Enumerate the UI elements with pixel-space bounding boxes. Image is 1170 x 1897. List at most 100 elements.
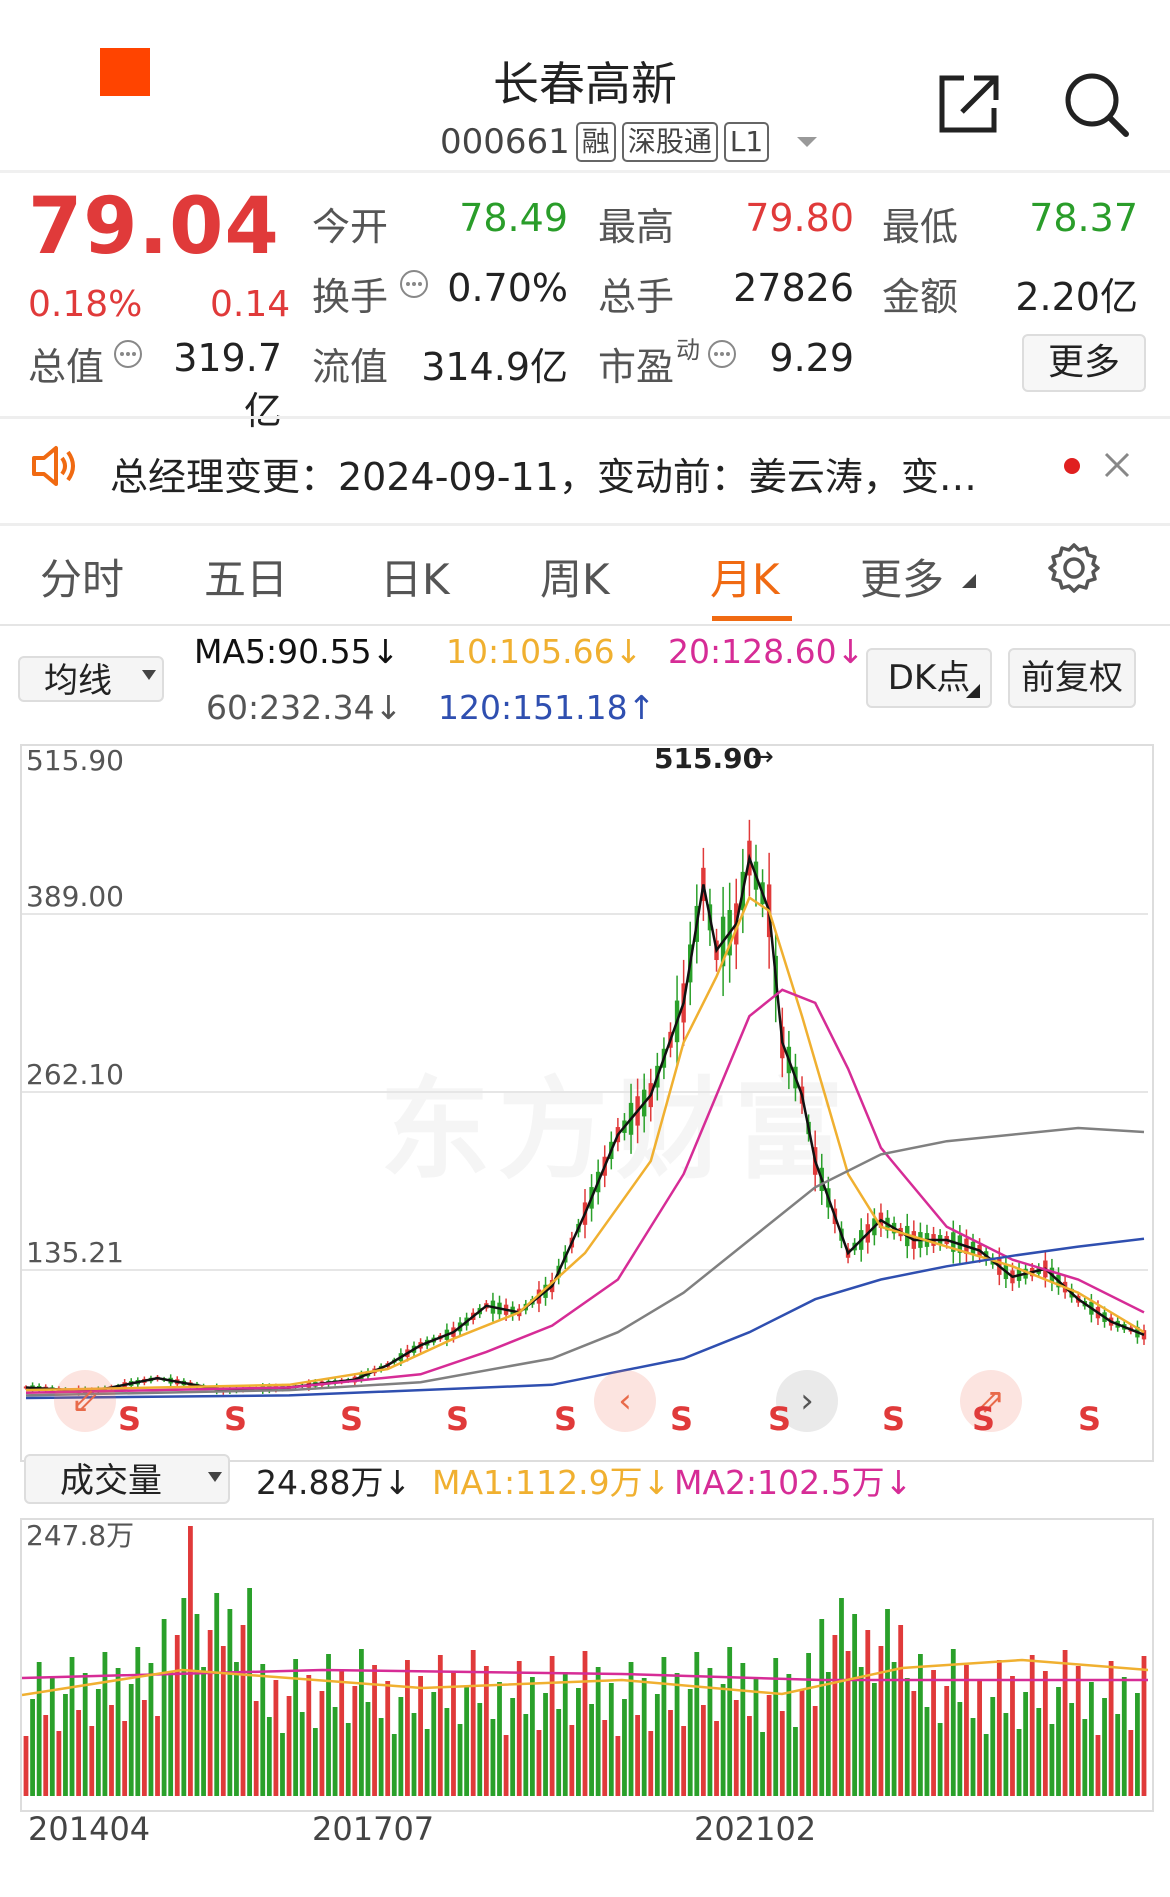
volume-bar [615,1736,621,1796]
volume-bar [799,1690,805,1796]
volume-bar [996,1660,1002,1796]
volume-bar [240,1625,246,1796]
active-tab-indicator [712,616,792,621]
volume-bar [490,1719,496,1796]
share-icon[interactable] [934,68,1006,140]
more-quote-button[interactable]: 更多 [1022,334,1146,392]
volume-bar [365,1702,371,1796]
volume-bar [141,1700,147,1796]
volume-bar [431,1692,437,1796]
volume-bar [418,1676,423,1796]
volume-bar [391,1734,397,1796]
ma-line-60 [25,1126,1145,1397]
ma-line-120 [25,1237,1145,1400]
volume-bar [812,1706,818,1796]
stock-title[interactable]: 长春高新 [493,57,677,111]
volume-bar [411,1713,417,1796]
turnover-value: 0.70% [447,266,568,310]
volume-ma-line [22,1658,1148,1697]
volume-bar [766,1695,772,1796]
unread-dot [1064,458,1080,474]
volume-bar [825,1672,831,1796]
signal-marker: S [554,1400,578,1438]
info-icon[interactable] [706,338,738,370]
volume-bar [977,1681,982,1796]
volume-bar [595,1667,601,1796]
volume-bar [569,1725,575,1796]
close-icon[interactable] [1102,450,1132,480]
volume-bar [589,1704,594,1796]
volume-bar [30,1699,35,1796]
stock-code-row[interactable]: 000661 融 深股通 L1 [440,122,818,162]
volume-bar [352,1686,358,1796]
zoom-in-button[interactable]: ⇗ [960,1370,1022,1432]
kline-chart-frame[interactable] [20,744,1154,1462]
volume-bar [760,1732,765,1796]
signal-marker: S [768,1400,792,1438]
volume-bar [871,1683,877,1796]
volume-bar [266,1717,272,1796]
volume-chart-frame[interactable] [20,1518,1154,1812]
volume-bar [602,1720,608,1796]
margin-tag: 融 [575,122,616,162]
volume-bar [332,1707,338,1796]
logo-icon [100,48,150,96]
volume-bar [470,1650,476,1796]
tab-intraday[interactable]: 分时 [40,555,125,604]
tab-more[interactable]: 更多 [860,555,945,604]
signal-marker: S [972,1400,996,1438]
search-icon[interactable] [1060,68,1132,140]
peak-arrow: → [752,742,774,772]
amount-value: 2.20亿 [1015,275,1138,319]
info-icon[interactable] [112,338,144,370]
volume-bar [720,1684,726,1796]
volume-bar [753,1679,759,1796]
volume-bar [970,1718,976,1796]
volume-bar [510,1698,516,1796]
volume-bar [339,1670,345,1796]
info-icon[interactable] [398,268,430,300]
tab-daily-k[interactable]: 日K [380,555,450,604]
volume-bar [1023,1692,1029,1796]
volume-bar [832,1635,838,1796]
volume-bar [536,1730,542,1796]
signal-marker: S [882,1400,906,1438]
volume-bar [82,1673,88,1796]
volume-bar [194,1614,200,1796]
speaker-icon [32,446,75,486]
ma60-value: 60:232.34↓ [206,688,403,727]
scroll-right-button[interactable]: › [776,1370,838,1432]
notice-text[interactable]: 总经理变更：2024-09-11，变动前：姜云涛，变… [110,455,977,499]
volume-bar [1042,1671,1048,1796]
volume-bar [227,1609,233,1796]
kline-chart[interactable] [22,746,1148,1456]
tab-weekly-k[interactable]: 周K [540,555,610,604]
volume-bar [529,1677,535,1796]
volume-bar [49,1678,55,1796]
adjust-button[interactable]: 前复权 [1008,648,1136,708]
current-price: 79.04 [28,182,280,272]
notice-bar[interactable] [0,416,1170,526]
volume-chart[interactable] [22,1520,1148,1806]
volume-selector[interactable]: 成交量 [24,1454,230,1504]
volume-bar [155,1716,160,1796]
tab-monthly-k[interactable]: 月K [710,555,780,604]
high-label: 最高 [598,205,675,249]
chevron-down-icon[interactable] [797,137,818,147]
volume-bar [1108,1661,1114,1796]
tab-five-day[interactable]: 五日 [204,555,289,604]
volume-bar [293,1659,299,1796]
dk-point-button[interactable]: DK点 [866,648,992,708]
open-value: 78.49 [459,196,568,240]
gear-icon[interactable] [1046,540,1102,596]
pe-label: 市盈 [598,345,675,389]
axis-label-4: 135.21 [26,1236,124,1269]
ma-selector[interactable]: 均线 [18,656,164,702]
volume-bar [549,1656,555,1796]
zoom-out-button[interactable]: ⇙ [54,1370,116,1432]
volume-bar [944,1686,950,1796]
scroll-left-button[interactable]: ‹ [594,1370,656,1432]
volume-bar [628,1662,634,1796]
volume-bar [128,1684,134,1796]
volume-bar [852,1614,858,1796]
